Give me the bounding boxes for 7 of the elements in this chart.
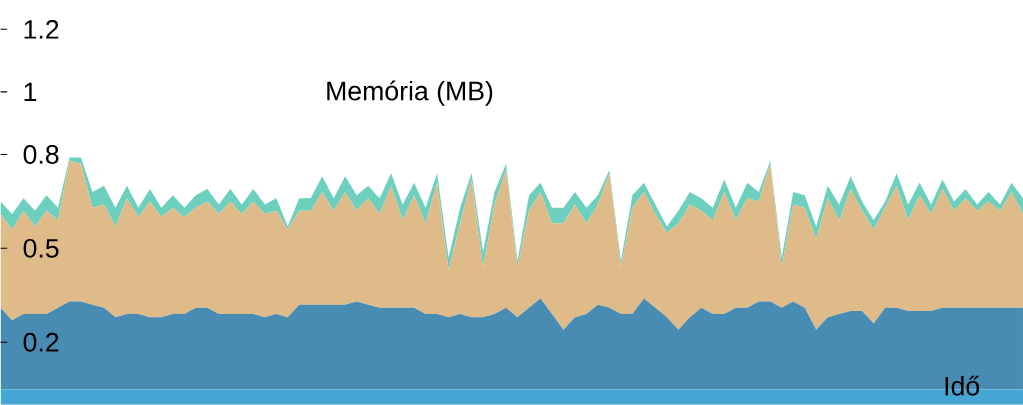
y-tick-label: 1.2: [24, 20, 59, 39]
y-tick-label: 0.5: [23, 239, 59, 258]
y-tick-label: 0.8: [23, 145, 59, 165]
y-tick-label: 0.2: [23, 332, 59, 352]
x-axis-title: Idő: [945, 375, 980, 396]
y-axis-title: Memória (MB): [327, 80, 493, 106]
y-tick-label: 1: [24, 82, 37, 102]
